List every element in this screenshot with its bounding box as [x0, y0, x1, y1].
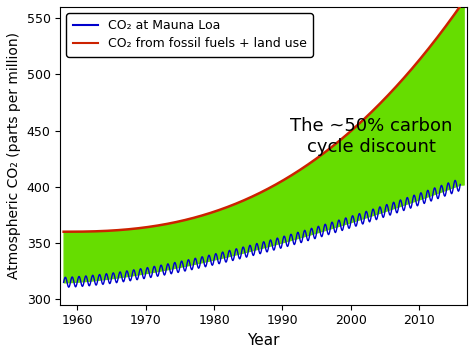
Legend: CO₂ at Mauna Loa, CO₂ from fossil fuels + land use: CO₂ at Mauna Loa, CO₂ from fossil fuels …: [66, 13, 313, 57]
Text: The ~50% carbon
cycle discount: The ~50% carbon cycle discount: [290, 117, 453, 155]
Y-axis label: Atmospheric CO₂ (parts per million): Atmospheric CO₂ (parts per million): [7, 32, 21, 279]
X-axis label: Year: Year: [247, 333, 280, 348]
